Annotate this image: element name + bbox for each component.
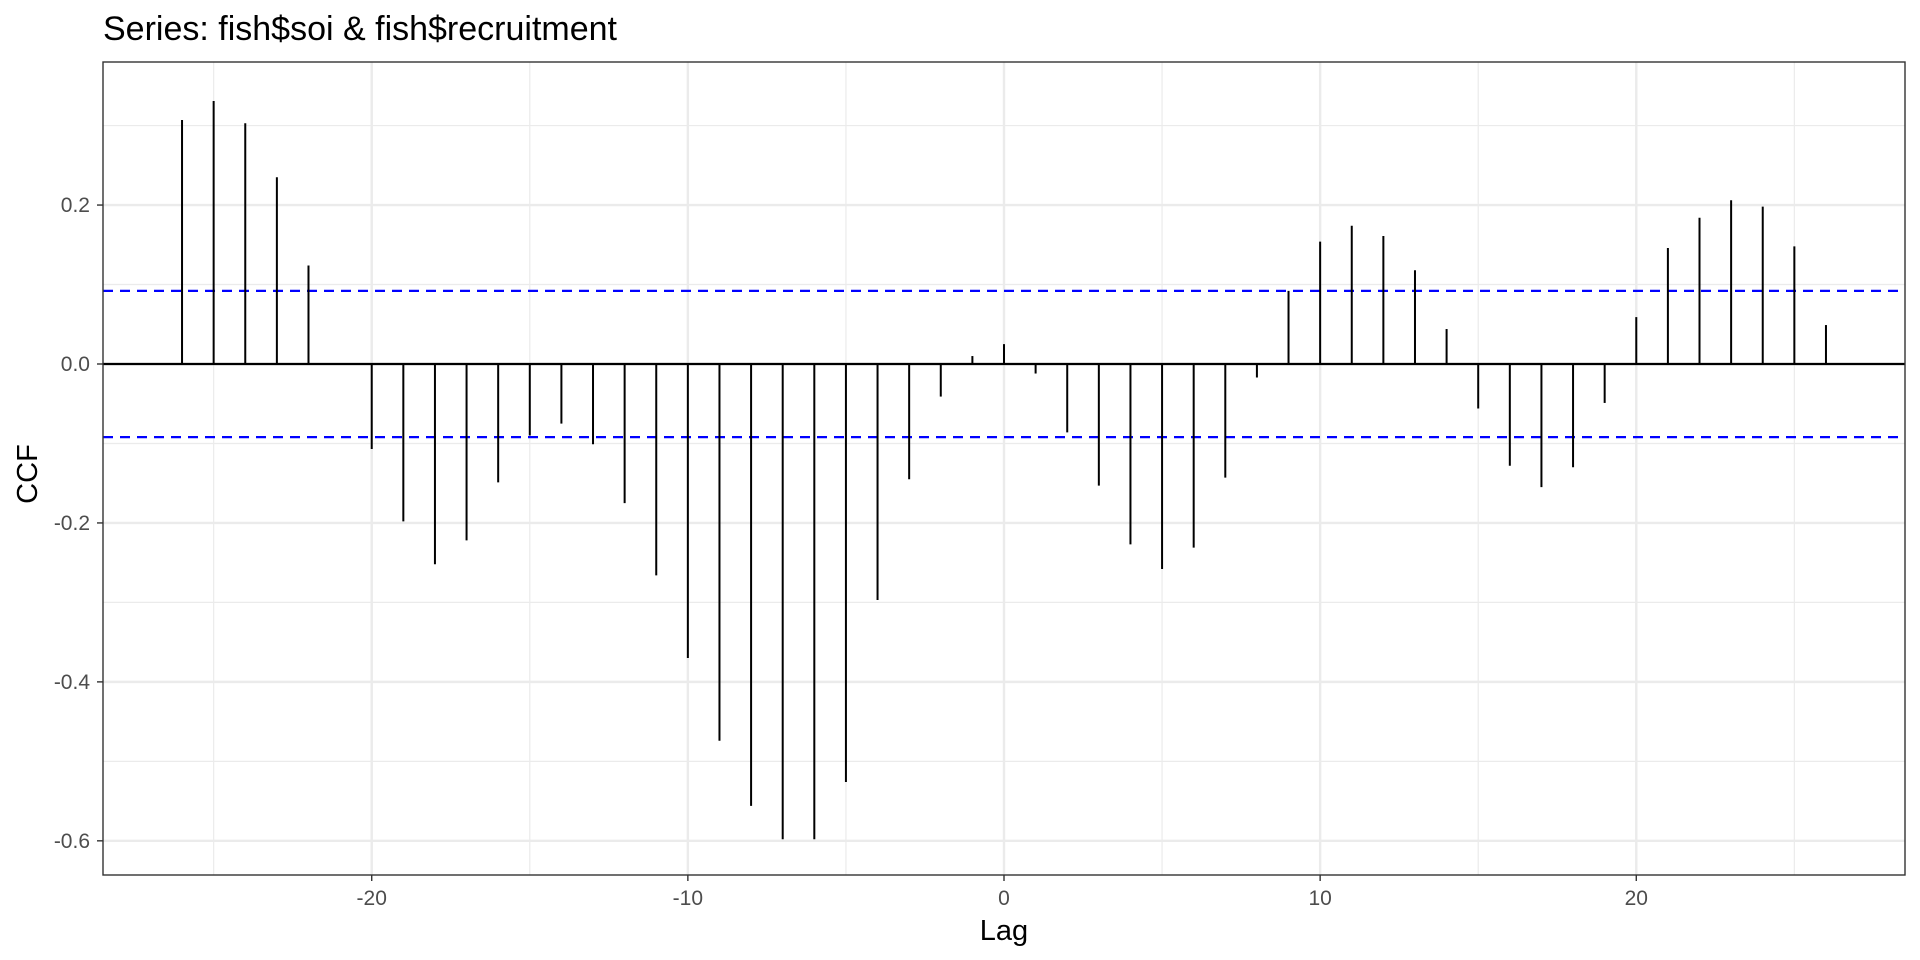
panel-border <box>102 61 1906 876</box>
y-tick-label: -0.6 <box>54 830 90 853</box>
x-tick-label: 0 <box>998 887 1010 910</box>
y-axis-ticks: -0.6 -0.4 -0.2 0.0 0.2 <box>54 194 103 853</box>
x-tick-label: -10 <box>673 887 703 910</box>
x-axis-ticks: -20 -10 0 10 20 <box>357 875 1648 910</box>
y-tick-label: -0.2 <box>54 512 90 535</box>
x-tick-label: 20 <box>1625 887 1648 910</box>
confidence-bounds <box>103 289 1905 439</box>
y-axis-title: CCF <box>12 444 44 504</box>
ccf-bars <box>103 100 1905 840</box>
y-tick-label: 0.2 <box>61 194 90 217</box>
x-axis-title: Lag <box>980 915 1028 947</box>
x-tick-label: 10 <box>1308 887 1331 910</box>
chart-title: Series: fish$soi & fish$recruitment <box>103 10 618 48</box>
y-tick-label: 0.0 <box>61 353 90 376</box>
x-tick-label: -20 <box>357 887 387 910</box>
y-tick-label: -0.4 <box>54 671 91 694</box>
